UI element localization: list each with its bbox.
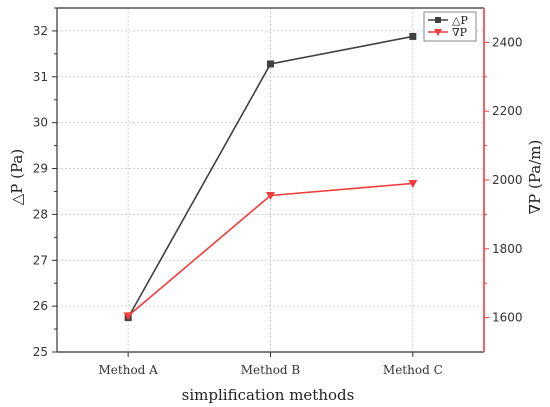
- legend-items: △P∇P: [428, 14, 468, 39]
- data-point-square: [409, 32, 417, 40]
- legend-box: [423, 11, 477, 42]
- y-left-tick-label: 26: [33, 299, 48, 313]
- x-axis-title: simplification methods: [182, 386, 355, 404]
- x-tick-label: Method C: [383, 363, 443, 377]
- y-right-tick-label: 2000: [492, 173, 523, 187]
- legend-marker-square: [435, 17, 441, 23]
- legend-marker-triangle: [434, 29, 442, 36]
- y-left-tick-label: 29: [33, 162, 48, 176]
- legend: △P∇P: [423, 11, 477, 42]
- data-point-square: [267, 60, 274, 68]
- data-point-triangle: [408, 179, 418, 188]
- y-left-tick-label: 30: [33, 116, 48, 130]
- x-tick-label: Method B: [241, 363, 301, 377]
- y-right-tick-label: 1600: [492, 311, 523, 325]
- legend-label: ∇P: [452, 26, 468, 39]
- data-point-triangle: [266, 191, 275, 200]
- y-right-tick-label: 1800: [492, 242, 523, 256]
- y-left-tick-label: 25: [33, 345, 48, 359]
- axes-layer: 25 26 27 28 29 30 31 32 1600 1800 2000 2200 2400 Meth…: [33, 7, 523, 377]
- y-axis-left-title: △P (Pa): [8, 149, 26, 205]
- y-right-tick-label: 2400: [492, 35, 523, 49]
- y-left-tick-label: 27: [33, 253, 48, 267]
- legend-label: △P: [452, 14, 468, 27]
- x-tick-label: Method A: [99, 363, 159, 377]
- grid-layer: [57, 8, 484, 352]
- y-left-tick-label: 32: [33, 24, 48, 38]
- series-layer: [123, 32, 418, 322]
- y-left-tick-label: 31: [33, 70, 48, 84]
- y-right-tick-label: 2200: [492, 104, 523, 118]
- data-point-triangle: [123, 312, 133, 321]
- y-axis-right-title: ∇P (Pa/m): [526, 140, 544, 215]
- y-left-tick-label: 28: [33, 207, 48, 221]
